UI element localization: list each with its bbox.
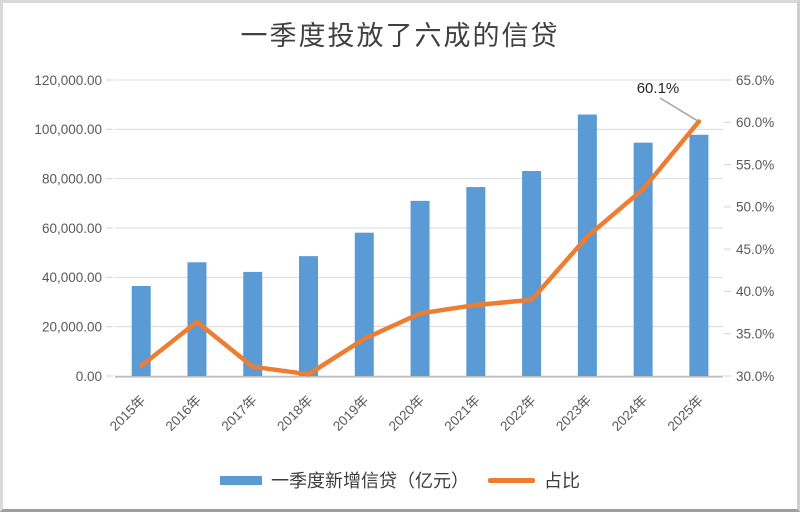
x-axis-label: 2016年: [163, 393, 204, 434]
bar-2024年: [633, 142, 653, 376]
legend-bar-swatch-icon: [220, 475, 262, 485]
x-axis-label: 2021年: [442, 393, 483, 434]
y-axis-tick-label: 20,000.00: [42, 319, 102, 334]
y2-axis-tick-label: 45.0%: [736, 242, 774, 257]
bar-2021年: [466, 187, 486, 376]
legend-bar-label: 一季度新增信贷（亿元）: [271, 471, 469, 491]
x-axis-label: 2017年: [218, 393, 259, 434]
x-axis-label: 2024年: [609, 393, 650, 434]
x-axis-label: 2019年: [330, 393, 371, 434]
bar-2018年: [299, 256, 319, 376]
ratio-line: [138, 119, 702, 377]
annotation-leader-line: [659, 97, 698, 122]
bar-2023年: [577, 114, 597, 377]
y-axis-tick-label: 0.00: [76, 369, 102, 384]
y2-axis-tick-label: 35.0%: [736, 327, 774, 342]
y2-axis-tick-label: 40.0%: [736, 284, 774, 299]
y2-axis-tick-label: 65.0%: [736, 73, 774, 88]
x-axis-label: 2015年: [107, 393, 148, 434]
x-axis-label: 2025年: [665, 393, 706, 434]
legend-line-label: 占比: [544, 471, 580, 491]
y2-axis-tick-label: 55.0%: [736, 157, 774, 172]
y2-axis-tick-label: 50.0%: [736, 200, 774, 215]
y2-axis-tick-label: 30.0%: [736, 369, 774, 384]
bar-2025年: [689, 134, 709, 376]
y-axis-tick-label: 120,000.00: [34, 73, 102, 88]
x-axis-label: 2022年: [497, 393, 538, 434]
y-axis-tick-label: 100,000.00: [34, 122, 102, 137]
x-axis-label: 2018年: [274, 393, 315, 434]
chart-title: 一季度投放了六成的信贷: [240, 21, 560, 51]
bar-2022年: [522, 171, 542, 376]
y-axis-tick-label: 60,000.00: [42, 221, 102, 236]
bar-2019年: [354, 232, 374, 376]
annotation-label: 60.1%: [637, 80, 680, 97]
legend: 一季度新增信贷（亿元） 占比: [3, 467, 797, 493]
x-axis-label: 2020年: [386, 393, 427, 434]
y2-axis-tick-label: 60.0%: [736, 115, 774, 130]
y-axis-tick-label: 40,000.00: [42, 270, 102, 285]
y-axis-tick-label: 80,000.00: [42, 171, 102, 186]
bar-2016年: [187, 262, 207, 376]
x-axis-label: 2023年: [553, 393, 594, 434]
legend-line-swatch-icon: [488, 477, 535, 483]
bar-2015年: [131, 285, 151, 376]
bar-2020年: [410, 200, 430, 376]
bar-2017年: [243, 271, 263, 376]
